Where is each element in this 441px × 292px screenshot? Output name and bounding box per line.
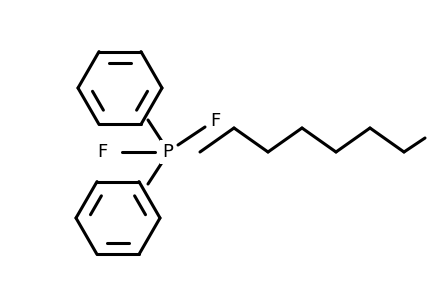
Text: P: P	[163, 143, 173, 161]
Text: F: F	[97, 143, 107, 161]
Text: F: F	[210, 112, 220, 130]
